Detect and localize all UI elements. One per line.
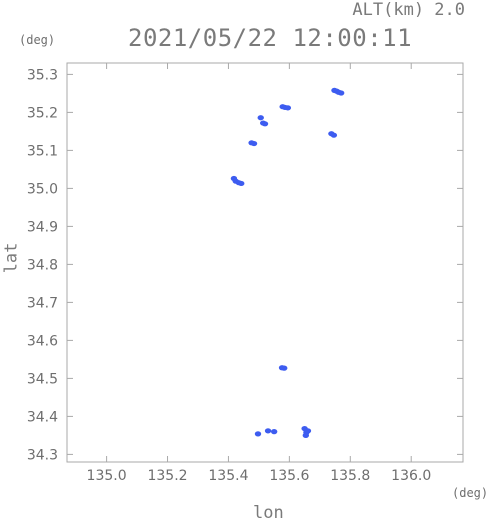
x-tick-label: 135.8 — [330, 468, 370, 484]
y-tick-label: 34.5 — [27, 371, 58, 387]
plot-area-frame — [66, 62, 464, 463]
y-tick-label: 35.3 — [27, 67, 58, 83]
data-point — [254, 431, 262, 437]
y-axis-unit: (deg) — [19, 33, 56, 47]
data-point — [337, 90, 345, 96]
data-point — [304, 428, 312, 434]
data-point — [264, 428, 272, 434]
x-tick-label: 135.4 — [208, 468, 248, 484]
x-axis-ticks: 135.0 135.2 135.4 135.6 135.8 136.0 — [87, 63, 431, 484]
data-point — [284, 105, 292, 111]
x-axis-label: lon — [253, 503, 284, 523]
y-tick-label: 34.7 — [27, 295, 58, 311]
y-tick-label: 34.4 — [27, 409, 58, 425]
data-point — [257, 115, 264, 121]
data-point — [250, 140, 258, 147]
y-tick-label: 34.8 — [27, 257, 58, 273]
data-point — [330, 132, 338, 138]
data-point — [302, 432, 310, 438]
data-point — [261, 121, 269, 127]
y-tick-label: 35.0 — [27, 181, 58, 197]
x-tick-label: 135.0 — [87, 468, 127, 484]
y-tick-label: 35.2 — [27, 105, 58, 121]
y-tick-label: 34.3 — [27, 447, 58, 463]
data-point — [280, 365, 288, 371]
x-tick-label: 135.2 — [147, 468, 187, 484]
y-axis-ticks: 34.3 34.4 34.5 34.6 34.7 34.8 34.9 35.0 35.1 35.2… — [27, 67, 463, 463]
y-tick-label: 34.6 — [27, 333, 58, 349]
y-tick-label: 34.9 — [27, 219, 58, 235]
chart-title: 2021/05/22 12:00:11 — [128, 24, 413, 52]
x-tick-label: 136.0 — [391, 468, 431, 484]
data-point — [238, 180, 245, 187]
altitude-label: ALT(km) 2.0 — [352, 0, 465, 20]
data-point — [270, 429, 278, 435]
data-point — [279, 104, 286, 110]
y-tick-label: 35.1 — [27, 143, 58, 159]
x-tick-label: 135.6 — [269, 468, 309, 484]
data-points — [230, 87, 345, 438]
x-axis-unit: (deg) — [452, 486, 489, 500]
